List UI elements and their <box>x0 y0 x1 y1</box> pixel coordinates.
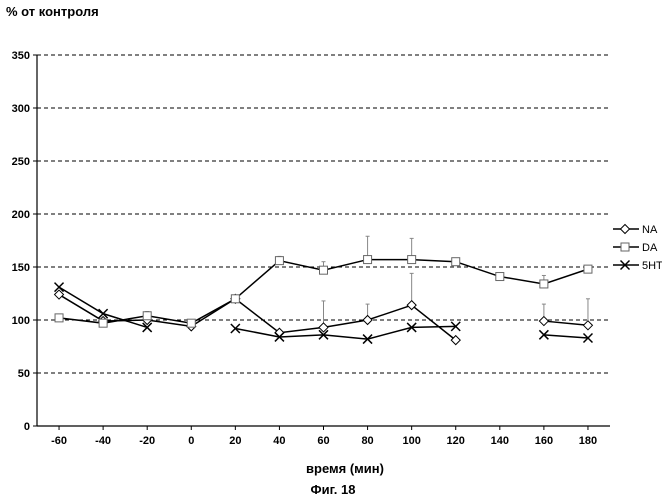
y-tick-label: 50 <box>18 368 30 380</box>
legend-marker <box>619 223 631 235</box>
figure-caption: Фиг. 18 <box>311 482 356 497</box>
data-point-da <box>407 255 417 265</box>
chart-title: % от контроля <box>6 4 99 19</box>
y-tick-label: 150 <box>12 262 30 274</box>
data-point-da <box>451 257 461 267</box>
legend-marker <box>620 242 630 252</box>
x-axis-label: время (мин) <box>306 461 384 476</box>
legend-marker <box>619 259 631 271</box>
data-point-na <box>318 322 329 333</box>
data-point-5ht <box>274 331 285 342</box>
x-tick-label: 40 <box>273 435 285 447</box>
data-point-5ht-stroke <box>582 332 593 344</box>
data-point-da <box>186 318 196 328</box>
series-5ht <box>54 282 593 345</box>
x-ticks: -60 -40 -20 0 20 40 60 80 100 120 140 160 180 <box>51 426 597 447</box>
data-point-da <box>230 294 240 304</box>
data-point-5ht-stroke <box>538 329 549 340</box>
data-point-5ht <box>362 334 373 345</box>
x-tick-label: 60 <box>317 435 329 447</box>
legend-label: NA <box>642 224 658 236</box>
legend: NA DA 5HT <box>613 223 662 272</box>
data-point-da <box>274 256 284 266</box>
series-group <box>53 235 594 346</box>
data-point-5ht <box>142 322 153 333</box>
data-point-da <box>98 318 108 328</box>
data-point-na <box>362 314 373 326</box>
x-tick-label: 120 <box>447 435 465 447</box>
x-tick-label: 0 <box>188 435 194 447</box>
legend-label: 5HT <box>642 260 662 272</box>
data-point-da <box>495 272 505 282</box>
legend-item-da: DA <box>613 242 658 254</box>
data-point-5ht-stroke <box>98 308 109 319</box>
x-tick-label: 140 <box>491 435 509 447</box>
data-point-da <box>363 255 373 265</box>
legend-item-5ht: 5HT <box>613 259 662 272</box>
data-point-5ht-stroke <box>230 323 241 334</box>
data-point-5ht-stroke <box>54 282 65 293</box>
data-point-5ht-stroke <box>362 334 373 345</box>
x-tick-label: -20 <box>139 435 155 447</box>
y-tick-label: 250 <box>12 156 30 168</box>
y-tick-label: 0 <box>24 421 30 433</box>
legend-label: DA <box>642 242 658 254</box>
data-point-5ht <box>450 321 461 332</box>
grid <box>37 54 610 374</box>
data-point-da <box>319 265 328 275</box>
data-point-5ht <box>230 323 241 334</box>
data-point-5ht-stroke <box>142 322 153 333</box>
data-point-5ht <box>318 329 329 340</box>
x-tick-label: 80 <box>361 435 373 447</box>
data-point-na <box>53 289 65 300</box>
series-line <box>543 334 589 339</box>
data-point-5ht-stroke <box>318 329 329 340</box>
legend-item-na: NA <box>613 223 658 236</box>
x-tick-label: 100 <box>402 435 420 447</box>
data-point-5ht <box>582 332 593 344</box>
x-tick-label: 160 <box>535 435 553 447</box>
y-ticks: 0 50 100 150 200 250 300 350 <box>12 50 37 433</box>
y-tick-label: 300 <box>12 103 30 115</box>
data-point-na <box>406 299 417 311</box>
data-point-na <box>582 320 594 331</box>
data-point-5ht <box>54 282 65 293</box>
y-tick-label: 200 <box>12 209 30 221</box>
y-tick-label: 100 <box>12 315 30 327</box>
data-point-na <box>450 334 461 346</box>
x-tick-label: 20 <box>229 435 241 447</box>
x-tick-label: -40 <box>95 435 111 447</box>
series-line <box>235 325 456 340</box>
series-da <box>54 235 593 328</box>
series-line <box>543 320 589 327</box>
plot-area <box>37 55 610 426</box>
data-point-5ht-stroke <box>274 331 285 342</box>
y-tick-label: 350 <box>12 50 30 62</box>
x-tick-label: -60 <box>51 435 67 447</box>
data-point-5ht-stroke <box>450 321 461 332</box>
data-point-da <box>54 313 64 323</box>
data-point-5ht-stroke <box>406 322 417 333</box>
data-point-5ht <box>98 308 109 319</box>
data-point-da <box>142 311 152 321</box>
data-point-5ht <box>406 322 417 333</box>
data-point-na <box>538 315 550 327</box>
data-point-5ht <box>538 329 549 340</box>
legend-marker-stroke <box>619 259 631 271</box>
x-tick-label: 180 <box>579 435 597 447</box>
data-point-da <box>539 279 549 289</box>
data-point-da <box>583 264 593 274</box>
